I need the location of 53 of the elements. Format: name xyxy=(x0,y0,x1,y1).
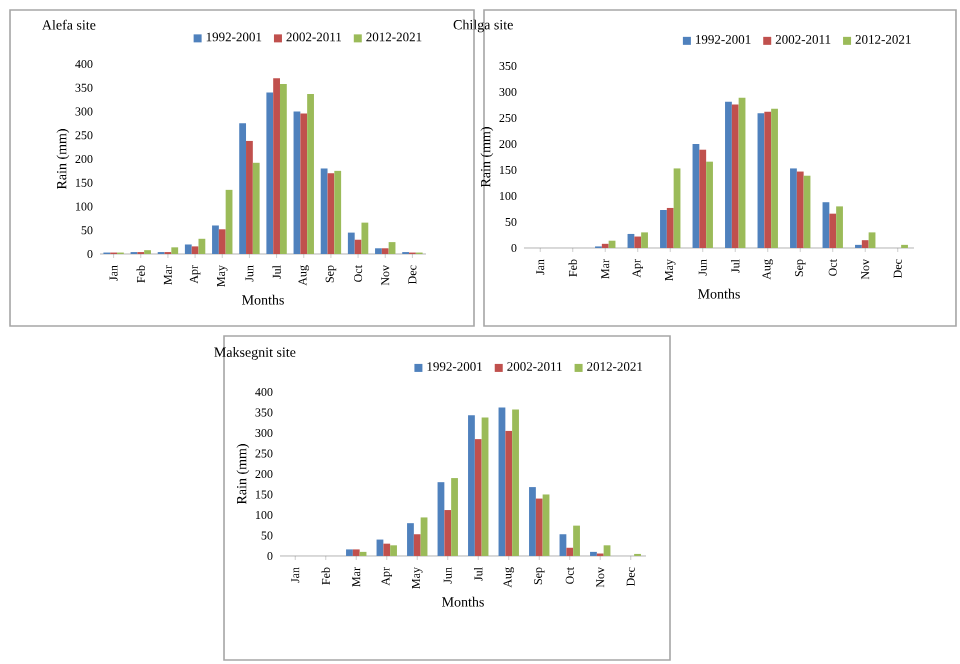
bar xyxy=(566,547,574,556)
bar xyxy=(218,229,226,254)
bar xyxy=(603,545,611,556)
bar xyxy=(184,244,192,254)
bar xyxy=(239,123,247,254)
bar xyxy=(634,236,642,248)
bar xyxy=(699,149,707,248)
bar xyxy=(451,478,458,556)
bar xyxy=(468,415,475,556)
bar xyxy=(252,162,260,254)
bar xyxy=(764,111,772,248)
bar xyxy=(836,206,843,248)
bar xyxy=(390,545,397,556)
bar xyxy=(444,510,452,556)
bar xyxy=(861,240,869,248)
bar xyxy=(279,83,287,254)
bar xyxy=(413,534,421,556)
bar xyxy=(512,409,519,556)
bar xyxy=(868,232,876,248)
bar xyxy=(346,549,353,556)
bar xyxy=(771,108,778,248)
bar xyxy=(796,171,804,248)
bar xyxy=(352,549,360,556)
bar xyxy=(474,439,482,556)
bar xyxy=(198,238,206,254)
bar xyxy=(573,525,580,556)
bar xyxy=(535,498,543,556)
bar xyxy=(347,232,355,254)
bar xyxy=(666,207,674,248)
bar xyxy=(246,140,253,254)
bar xyxy=(790,168,797,248)
bar xyxy=(273,78,280,254)
bar xyxy=(266,92,274,254)
bar xyxy=(383,543,391,556)
bar xyxy=(706,161,713,248)
bar xyxy=(375,248,382,254)
bar xyxy=(320,168,328,254)
bar xyxy=(381,248,389,254)
bar xyxy=(407,523,414,556)
bar xyxy=(171,247,179,254)
bar xyxy=(660,210,667,248)
bar xyxy=(529,487,536,556)
bar xyxy=(361,222,369,254)
bar xyxy=(334,170,342,254)
bar xyxy=(212,225,219,254)
bar xyxy=(505,430,513,556)
bar xyxy=(191,246,199,254)
bar xyxy=(641,232,648,248)
bar xyxy=(731,104,739,248)
bar xyxy=(829,213,837,248)
bar xyxy=(300,113,308,254)
bar xyxy=(725,101,732,248)
bar xyxy=(307,93,314,254)
